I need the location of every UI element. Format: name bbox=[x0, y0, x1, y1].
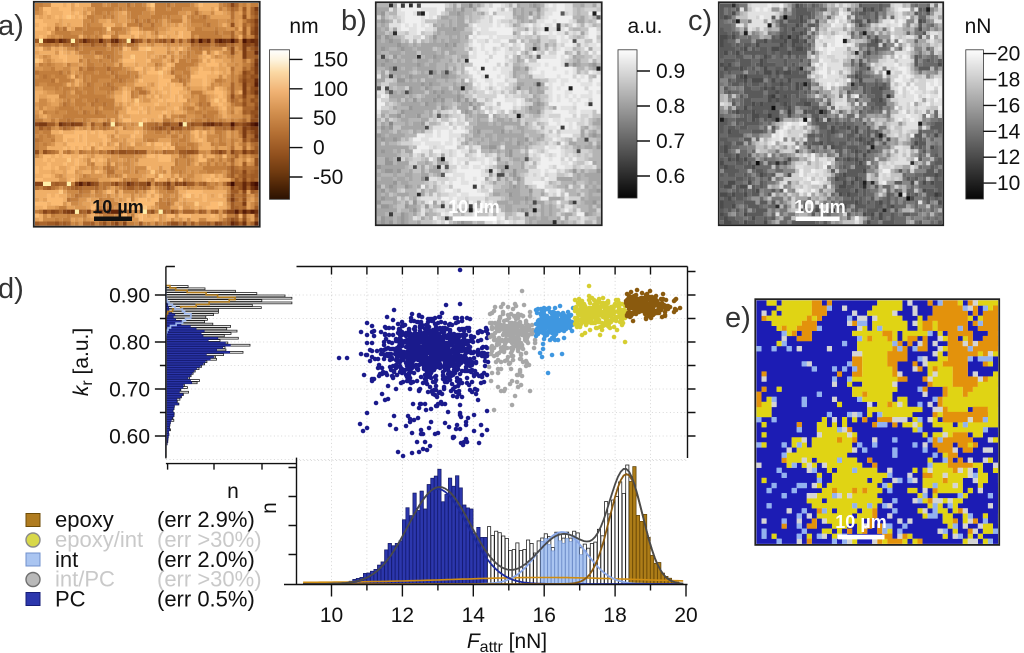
svg-text:d): d) bbox=[0, 273, 24, 305]
svg-text:e): e) bbox=[725, 302, 751, 334]
svg-text:(err 2.0%): (err 2.0%) bbox=[157, 547, 255, 572]
svg-text:14: 14 bbox=[997, 120, 1021, 143]
svg-text:20: 20 bbox=[674, 604, 697, 627]
svg-text:int/PC: int/PC bbox=[55, 567, 115, 592]
svg-text:epoxy/int: epoxy/int bbox=[55, 527, 143, 552]
svg-text:16: 16 bbox=[533, 604, 556, 627]
svg-text:b): b) bbox=[341, 5, 367, 37]
svg-text:n: n bbox=[227, 480, 239, 503]
svg-text:a.u.: a.u. bbox=[627, 15, 662, 38]
svg-text:18: 18 bbox=[997, 69, 1020, 92]
svg-text:20: 20 bbox=[997, 43, 1020, 66]
svg-text:12: 12 bbox=[997, 146, 1020, 169]
svg-text:10: 10 bbox=[320, 604, 343, 627]
svg-text:nm: nm bbox=[289, 15, 318, 38]
svg-text:18: 18 bbox=[603, 604, 626, 627]
svg-text:12: 12 bbox=[391, 604, 414, 627]
svg-text:Fattr [nN]: Fattr [nN] bbox=[467, 630, 547, 653]
svg-text:0.90: 0.90 bbox=[109, 285, 150, 308]
svg-text:150: 150 bbox=[313, 48, 348, 71]
svg-text:a): a) bbox=[0, 10, 24, 42]
svg-text:10 µm: 10 µm bbox=[794, 197, 845, 217]
svg-text:0.7: 0.7 bbox=[656, 130, 685, 153]
svg-text:10 µm: 10 µm bbox=[835, 512, 886, 532]
svg-text:0.70: 0.70 bbox=[109, 379, 150, 402]
svg-text:10: 10 bbox=[997, 172, 1020, 195]
svg-text:PC: PC bbox=[55, 587, 86, 612]
svg-text:int: int bbox=[55, 547, 78, 572]
svg-text:0.8: 0.8 bbox=[656, 95, 685, 118]
svg-text:0.6: 0.6 bbox=[656, 165, 685, 188]
svg-text:nN: nN bbox=[965, 15, 992, 38]
svg-text:100: 100 bbox=[313, 78, 348, 101]
svg-text:0: 0 bbox=[313, 137, 325, 160]
svg-text:(err 0.5%): (err 0.5%) bbox=[157, 587, 255, 612]
svg-text:14: 14 bbox=[462, 604, 486, 627]
svg-text:10 µm: 10 µm bbox=[448, 197, 499, 217]
svg-text:0.80: 0.80 bbox=[109, 332, 150, 355]
svg-text:kr [a.u.]: kr [a.u.] bbox=[70, 328, 96, 396]
svg-text:epoxy: epoxy bbox=[55, 507, 114, 532]
svg-text:50: 50 bbox=[313, 107, 336, 130]
svg-text:0.60: 0.60 bbox=[109, 426, 150, 449]
svg-text:0.9: 0.9 bbox=[656, 60, 685, 83]
svg-text:(err 2.9%): (err 2.9%) bbox=[157, 507, 255, 532]
svg-text:10 µm: 10 µm bbox=[92, 197, 143, 217]
svg-text:(err >30%): (err >30%) bbox=[157, 567, 262, 592]
svg-text:16: 16 bbox=[997, 94, 1020, 117]
svg-text:-50: -50 bbox=[313, 166, 343, 189]
svg-text:c): c) bbox=[688, 5, 712, 37]
svg-text:(err >30%): (err >30%) bbox=[157, 527, 262, 552]
svg-text:n: n bbox=[258, 502, 281, 514]
